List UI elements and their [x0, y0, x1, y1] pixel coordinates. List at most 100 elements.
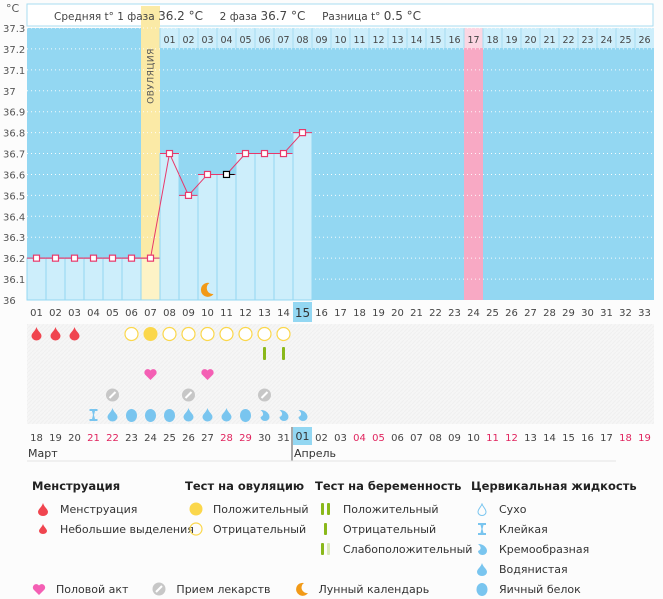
legend-item: Отрицательный [343, 522, 437, 536]
dry-drop-icon [471, 502, 493, 516]
cycle-day-label: 27 [524, 308, 537, 319]
cervical-watery-icon [107, 408, 118, 422]
y-tick-label: 36.1 [3, 275, 25, 286]
temperature-point [89, 254, 98, 262]
sticky-icon [471, 523, 493, 535]
calendar-date-label: 06 [391, 433, 404, 444]
menstruation-drop-icon [69, 327, 80, 341]
temperature-bar [102, 257, 123, 301]
egg-white-icon [471, 582, 493, 596]
calendar-date-label: 27 [201, 433, 214, 444]
ovulation-test-negative-icon [276, 326, 291, 342]
legend-item: Небольшие выделения [60, 522, 194, 536]
cycle-day-label: 08 [163, 308, 176, 319]
temperature-point [70, 254, 79, 262]
phase2-day-label: 06 [258, 35, 270, 46]
cycle-day-label: 15 [295, 306, 310, 320]
cycle-day-label: 12 [239, 308, 252, 319]
ovulation-test-negative-icon [200, 326, 215, 342]
cycle-day-label: 23 [448, 308, 461, 319]
cycle-day-label: 11 [220, 308, 233, 319]
temperature-bar [235, 153, 256, 301]
temperature-point [279, 149, 288, 158]
two-lines-icon [315, 503, 337, 515]
today-date-highlight [293, 427, 312, 445]
cycle-day-label: 01 [30, 308, 43, 319]
phase2-day-label: 13 [391, 35, 403, 46]
legend-title: Цервикальная жидкость [471, 479, 637, 493]
phase2-day-label: 19 [505, 35, 517, 46]
moon-icon [200, 282, 214, 297]
temperature-point [184, 191, 193, 199]
temperature-bar [121, 257, 142, 301]
cycle-day-label: 07 [144, 308, 157, 319]
calendar-date-label: 12 [505, 433, 518, 444]
calendar-date-label: 16 [581, 433, 594, 444]
calendar-date-label: 08 [429, 433, 442, 444]
one-line-icon [315, 523, 337, 535]
avg-phase2-value: 36.7 °C [260, 9, 306, 23]
phase-summary: Средняя t° 1 фаза 36.2 °C 2 фаза 36.7 °C… [54, 9, 421, 23]
cervical-watery-icon [221, 408, 232, 422]
temperature-bar [216, 173, 237, 301]
legend-item: Клейкая [499, 522, 548, 536]
phase2-day-label: 04 [220, 35, 232, 46]
avg-phase1-value: 36.2 °C [158, 9, 203, 23]
pill-icon [148, 582, 170, 596]
phase2-day-label: 16 [448, 35, 460, 46]
diff-label: Разница t° [322, 11, 381, 23]
temperature-bar [197, 173, 218, 301]
y-tick-label: 36 [3, 296, 16, 307]
avg-phase1-label: Средняя t° 1 фаза [54, 11, 155, 23]
symbol-row-bg [27, 364, 654, 384]
symbol-row-bg [27, 384, 654, 404]
legend-item: Яичный белок [499, 582, 581, 596]
temperature-bar [273, 153, 294, 301]
cycle-day-label: 32 [619, 308, 632, 319]
phase2-day-label: 22 [562, 35, 574, 46]
calendar-date-label: 13 [524, 433, 537, 444]
avg-phase2-label: 2 фаза [219, 11, 258, 23]
phase2-day-label: 09 [315, 35, 327, 46]
phase2-day-label: 26 [638, 35, 650, 46]
temperature-point [241, 149, 250, 158]
today-highlight [293, 302, 312, 322]
calendar-date-label: 26 [182, 433, 195, 444]
temperature-point [203, 170, 212, 179]
calendar-date-label: 14 [543, 433, 556, 444]
cycle-day-label: 02 [49, 308, 62, 319]
temperature-point [108, 254, 117, 262]
month-label: Март [28, 447, 58, 460]
legend-item: Слабоположительный [343, 542, 473, 556]
cervical-egg-white-icon [164, 409, 175, 422]
ovulation-test-negative-icon [124, 326, 139, 342]
summary-box [26, 3, 654, 27]
cycle-day-label: 04 [87, 308, 100, 319]
ovulation-test-negative-icon [162, 326, 177, 342]
calendar-date-label: 18 [619, 433, 632, 444]
temperature-point [32, 254, 41, 262]
cycle-day-label: 13 [258, 308, 271, 319]
cycle-day-label: 33 [638, 308, 651, 319]
phase2-day-label: 23 [581, 35, 593, 46]
legend-item: Положительный [213, 502, 309, 516]
calendar-date-label: 19 [49, 433, 62, 444]
faint-lines-icon [315, 543, 337, 555]
cervical-creamy-icon [298, 410, 308, 421]
ovulation-test-negative-icon [238, 326, 253, 342]
phase2-day-label: 24 [600, 35, 612, 46]
legend-item: Кремообразная [499, 542, 590, 556]
calendar-date-label: 04 [353, 433, 366, 444]
unit-label: °C [6, 2, 20, 15]
y-tick-label: 37.3 [3, 24, 25, 35]
legend-item: Водянистая [499, 562, 568, 576]
cervical-egg-white-icon [145, 409, 156, 422]
cycle-day-label: 14 [277, 308, 290, 319]
cycle-day-label: 30 [581, 308, 594, 319]
symbol-row-bg [27, 324, 654, 344]
temperature-bar [26, 257, 47, 301]
cervical-egg-white-icon [126, 409, 137, 422]
phase2-day-label: 14 [410, 35, 422, 46]
legend-title: Менструация [32, 479, 121, 493]
calendar-date-label: 05 [372, 433, 385, 444]
